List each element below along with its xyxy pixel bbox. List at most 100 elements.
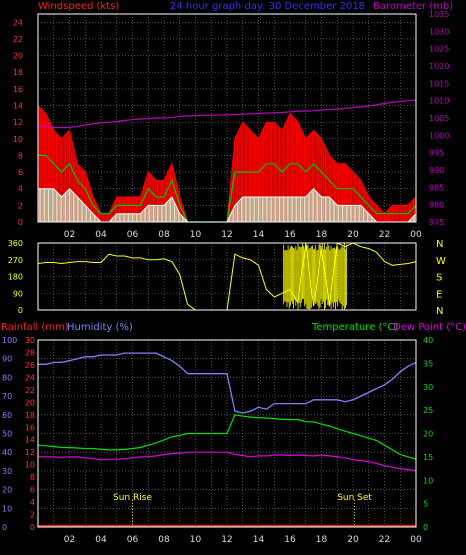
p1-ytick-20: 20 bbox=[13, 52, 23, 61]
x-tick-label-1-22: 22 bbox=[379, 230, 390, 240]
p3-y2tick-15: 15 bbox=[423, 453, 433, 462]
p1-ytick-10: 10 bbox=[13, 135, 23, 144]
p1-ytick-16: 16 bbox=[13, 85, 23, 94]
p3-ytick-hum-10: 10 bbox=[2, 504, 12, 513]
x-tick-label-2-02: 02 bbox=[64, 535, 75, 545]
p2-ytick-270: 270 bbox=[8, 256, 23, 265]
p1-y2tick-1015: 1015 bbox=[429, 79, 449, 88]
p3-y2tick-5: 5 bbox=[423, 500, 428, 509]
x-tick-label-2-00: 00 bbox=[410, 535, 422, 545]
p2-ytick-90: 90 bbox=[13, 289, 23, 298]
p3-ytick-rain-0: 0 bbox=[30, 523, 35, 532]
panel3-label-humidity: Humidity (%) bbox=[67, 322, 133, 333]
x-tick-label-2-06: 06 bbox=[127, 535, 139, 545]
p3-ytick-rain-10: 10 bbox=[25, 461, 35, 470]
x-tick-label-1-02: 02 bbox=[64, 230, 75, 240]
x-tick-label-1-00: 00 bbox=[410, 230, 422, 240]
x-tick-label-1-16: 16 bbox=[284, 230, 296, 240]
p3-y2tick-30: 30 bbox=[423, 383, 433, 392]
p3-ytick-hum-60: 60 bbox=[2, 411, 12, 420]
p1-ytick-4: 4 bbox=[18, 185, 23, 194]
x-tick-label-1-12: 12 bbox=[221, 230, 232, 240]
p2-compass-4: N bbox=[436, 306, 443, 317]
x-tick-label-1-04: 04 bbox=[95, 230, 107, 240]
p1-y2tick-1030: 1030 bbox=[429, 27, 449, 36]
p3-ytick-hum-100: 100 bbox=[2, 336, 17, 345]
p3-y2tick-0: 0 bbox=[423, 523, 428, 532]
p2-compass-1: W bbox=[436, 256, 446, 267]
p1-y2tick-1005: 1005 bbox=[429, 114, 449, 123]
x-tick-label-1-08: 08 bbox=[158, 230, 170, 240]
p1-y2tick-990: 990 bbox=[429, 166, 444, 175]
x-tick-label-1-14: 14 bbox=[253, 230, 265, 240]
p3-ytick-hum-20: 20 bbox=[2, 486, 12, 495]
p1-y2tick-985: 985 bbox=[429, 183, 444, 192]
p2-compass-0: N bbox=[436, 239, 443, 250]
p3-ytick-rain-4: 4 bbox=[30, 498, 35, 507]
p1-ytick-22: 22 bbox=[13, 35, 23, 44]
sunset-label: Sun Set bbox=[337, 493, 372, 503]
p2-ytick-360: 360 bbox=[8, 239, 23, 248]
p3-ytick-rain-24: 24 bbox=[25, 373, 35, 382]
x-tick-label-2-10: 10 bbox=[190, 535, 202, 545]
panel3-label-rain: Rainfall (mm) bbox=[1, 322, 69, 333]
p1-ytick-2: 2 bbox=[18, 201, 23, 210]
p3-ytick-rain-16: 16 bbox=[25, 423, 35, 432]
p3-ytick-rain-22: 22 bbox=[25, 386, 35, 395]
p3-ytick-hum-70: 70 bbox=[2, 392, 12, 401]
p3-ytick-rain-14: 14 bbox=[25, 436, 35, 445]
x-tick-label-1-10: 10 bbox=[190, 230, 202, 240]
p3-ytick-hum-90: 90 bbox=[2, 355, 12, 364]
p3-ytick-rain-2: 2 bbox=[30, 511, 35, 520]
sunrise-label: Sun Rise bbox=[113, 493, 152, 503]
p1-ytick-12: 12 bbox=[13, 118, 23, 127]
p3-ytick-rain-6: 6 bbox=[30, 486, 35, 495]
header-left: Windspeed (kts) bbox=[38, 1, 119, 12]
p3-ytick-rain-20: 20 bbox=[25, 398, 35, 407]
p1-ytick-24: 24 bbox=[13, 18, 23, 27]
p3-ytick-rain-30: 30 bbox=[25, 336, 35, 345]
p1-ytick-18: 18 bbox=[13, 68, 23, 77]
p3-ytick-hum-80: 80 bbox=[2, 373, 12, 382]
p2-ytick-180: 180 bbox=[8, 273, 23, 282]
x-tick-label-1-20: 20 bbox=[347, 230, 359, 240]
p3-ytick-hum-0: 0 bbox=[2, 523, 7, 532]
panel3-label-dewpoint: Dew Point (°C) bbox=[393, 322, 466, 333]
p1-ytick-14: 14 bbox=[13, 102, 23, 111]
x-tick-label-2-14: 14 bbox=[253, 535, 265, 545]
x-tick-label-1-18: 18 bbox=[316, 230, 328, 240]
x-tick-label-2-12: 12 bbox=[221, 535, 232, 545]
x-tick-label-2-16: 16 bbox=[284, 535, 296, 545]
p1-ytick-6: 6 bbox=[18, 168, 23, 177]
p3-y2tick-10: 10 bbox=[423, 476, 433, 485]
x-tick-label-2-18: 18 bbox=[316, 535, 328, 545]
p2-ytick-0: 0 bbox=[18, 306, 23, 315]
p1-y2tick-1025: 1025 bbox=[429, 45, 449, 54]
p1-y2tick-1000: 1000 bbox=[429, 131, 449, 140]
p3-ytick-rain-18: 18 bbox=[25, 411, 35, 420]
p3-ytick-hum-30: 30 bbox=[2, 467, 12, 476]
panel3-label-temperature: Temperature (°C) bbox=[311, 322, 398, 333]
p3-ytick-rain-12: 12 bbox=[25, 448, 35, 457]
x-tick-label-1-06: 06 bbox=[127, 230, 139, 240]
p3-ytick-rain-26: 26 bbox=[25, 361, 35, 370]
x-tick-label-2-04: 04 bbox=[95, 535, 107, 545]
p1-ytick-0: 0 bbox=[18, 218, 23, 227]
p3-y2tick-25: 25 bbox=[423, 406, 433, 415]
p3-y2tick-40: 40 bbox=[423, 336, 433, 345]
p3-y2tick-20: 20 bbox=[423, 430, 433, 439]
p2-compass-2: S bbox=[436, 273, 442, 284]
p3-ytick-rain-28: 28 bbox=[25, 348, 35, 357]
x-tick-label-2-08: 08 bbox=[158, 535, 170, 545]
x-tick-label-2-22: 22 bbox=[379, 535, 390, 545]
p3-y2tick-35: 35 bbox=[423, 359, 433, 368]
p1-y2tick-1010: 1010 bbox=[429, 97, 449, 106]
p3-ytick-rain-8: 8 bbox=[30, 473, 35, 482]
p1-y2tick-975: 975 bbox=[429, 218, 444, 227]
p1-ytick-8: 8 bbox=[18, 151, 23, 160]
p3-ytick-hum-50: 50 bbox=[2, 430, 12, 439]
p1-y2tick-1035: 1035 bbox=[429, 10, 449, 19]
x-tick-label-2-20: 20 bbox=[347, 535, 359, 545]
